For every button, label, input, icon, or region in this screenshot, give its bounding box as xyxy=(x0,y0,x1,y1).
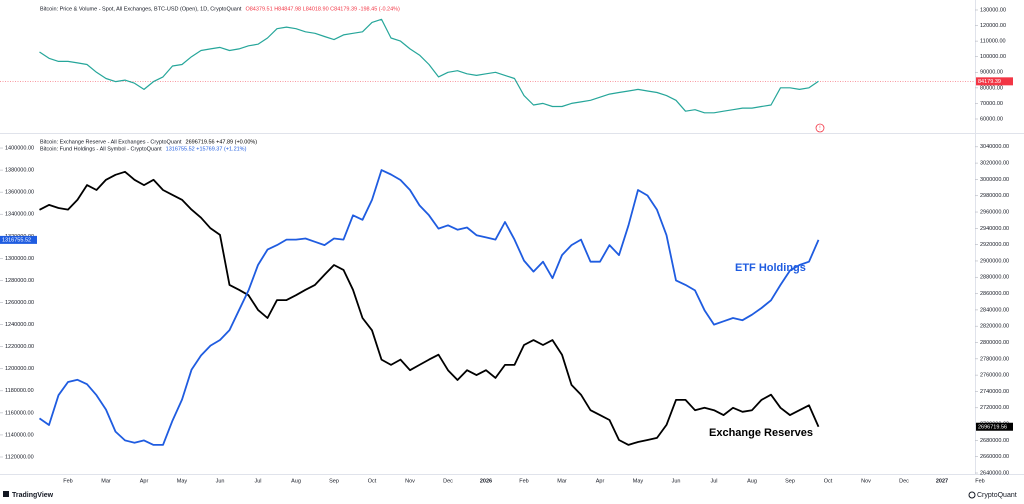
cryptoquant-logo xyxy=(968,491,976,499)
y-tick-label: 1260000.00 xyxy=(5,300,34,306)
annotation: Exchange Reserves xyxy=(709,427,813,439)
y-tick-label: 2880000.00 xyxy=(980,275,1009,281)
x-tick-label: Feb xyxy=(519,478,528,484)
x-tick-label: Nov xyxy=(405,478,415,484)
last-value-box xyxy=(976,77,1013,86)
last-value-label: 84179.39 xyxy=(978,79,1001,85)
y-tick-label: 1220000.00 xyxy=(5,344,34,350)
y-tick-label: 1200000.00 xyxy=(5,366,34,372)
series-line xyxy=(39,170,820,446)
last-value-box xyxy=(976,422,1013,431)
x-tick-label: Feb xyxy=(63,478,72,484)
x-tick-label: May xyxy=(633,478,644,484)
alert-icon[interactable] xyxy=(815,123,825,133)
y-tick-label: 2660000.00 xyxy=(980,454,1009,460)
last-value-label: 2696719.56 xyxy=(978,424,1007,430)
last-value-box xyxy=(0,235,37,244)
y-tick-label: 130000.00 xyxy=(980,7,1006,13)
last-value-label: 1316755.52 xyxy=(2,238,31,244)
y-tick-label: 3020000.00 xyxy=(980,161,1009,167)
footer-left: TradingView xyxy=(12,492,54,499)
y-tick-label: 2920000.00 xyxy=(980,242,1009,248)
x-tick-label: Sep xyxy=(785,478,795,484)
y-tick-label: 1280000.00 xyxy=(5,278,34,284)
footer-right: CryptoQuant xyxy=(977,492,1017,499)
y-tick-label: 2860000.00 xyxy=(980,291,1009,297)
y-tick-label: 1120000.00 xyxy=(5,454,34,460)
y-tick-label: 1380000.00 xyxy=(5,168,34,174)
x-tick-label: Dec xyxy=(443,478,453,484)
y-tick-label: 2740000.00 xyxy=(980,389,1009,395)
legend-value: 2696719.56 +47.89 (+0.00%) xyxy=(186,139,258,145)
legend-name: Bitcoin: Exchange Reserve - All Exchange… xyxy=(40,139,182,145)
y-tick-label: 2900000.00 xyxy=(980,258,1009,264)
ohlc-values: O84379.51 H84847.98 L84018.90 C84179.39 … xyxy=(245,6,400,12)
x-tick-label: Feb xyxy=(975,478,984,484)
y-tick-label: 2640000.00 xyxy=(980,470,1009,476)
x-tick-label: 2027 xyxy=(936,478,948,484)
y-tick-label: 70000.00 xyxy=(980,101,1003,107)
x-tick-label: Sep xyxy=(329,478,339,484)
y-tick-label: 80000.00 xyxy=(980,85,1003,91)
x-tick-label: Jun xyxy=(672,478,681,484)
x-tick-label: Apr xyxy=(596,478,605,484)
x-tick-label: Apr xyxy=(140,478,149,484)
y-tick-label: 2800000.00 xyxy=(980,340,1009,346)
y-tick-label: 1300000.00 xyxy=(5,256,34,262)
x-tick-label: Nov xyxy=(861,478,871,484)
x-tick-label: Mar xyxy=(557,478,567,484)
y-tick-label: 1340000.00 xyxy=(5,212,34,218)
legend-name: Bitcoin: Fund Holdings - All Symbol - Cr… xyxy=(40,146,162,152)
x-tick-label: Aug xyxy=(747,478,757,484)
y-tick-label: 2820000.00 xyxy=(980,324,1009,330)
y-tick-label: 1180000.00 xyxy=(5,388,34,394)
x-tick-label: Oct xyxy=(368,478,377,484)
x-tick-label: Jul xyxy=(710,478,717,484)
x-tick-label: May xyxy=(177,478,188,484)
legend-value: 1316755.52 +15769.37 (+1.21%) xyxy=(166,146,247,152)
annotation: ETF Holdings xyxy=(735,262,806,274)
y-tick-label: 1240000.00 xyxy=(5,322,34,328)
y-tick-label: 100000.00 xyxy=(980,54,1006,60)
y-tick-label: 2940000.00 xyxy=(980,226,1009,232)
x-tick-label: Jul xyxy=(254,478,261,484)
x-tick-label: 2026 xyxy=(480,478,492,484)
y-tick-label: 2780000.00 xyxy=(980,356,1009,362)
y-tick-label: 3000000.00 xyxy=(980,177,1009,183)
y-tick-label: 110000.00 xyxy=(980,39,1006,45)
y-tick-label: 2960000.00 xyxy=(980,209,1009,215)
y-tick-label: 1400000.00 xyxy=(5,145,34,151)
y-tick-label: 2840000.00 xyxy=(980,307,1009,313)
x-tick-label: Oct xyxy=(824,478,833,484)
y-tick-label: 90000.00 xyxy=(980,70,1003,76)
x-tick-label: Jun xyxy=(216,478,225,484)
y-tick-label: 1160000.00 xyxy=(5,410,34,416)
alert-icon-mark: ! xyxy=(819,126,820,132)
y-tick-label: 2680000.00 xyxy=(980,438,1009,444)
x-tick-label: Aug xyxy=(291,478,301,484)
y-tick-label: 2720000.00 xyxy=(980,405,1009,411)
price-line xyxy=(39,18,819,114)
series-line xyxy=(38,169,820,446)
x-tick-label: Dec xyxy=(899,478,909,484)
y-tick-label: 1140000.00 xyxy=(5,432,34,438)
price-header: Bitcoin: Price & Volume - Spot, All Exch… xyxy=(40,6,242,12)
x-tick-label: Mar xyxy=(101,478,111,484)
y-tick-label: 120000.00 xyxy=(980,23,1006,29)
y-tick-label: 2760000.00 xyxy=(980,373,1009,379)
y-tick-label: 1360000.00 xyxy=(5,190,34,196)
y-tick-label: 2980000.00 xyxy=(980,193,1009,199)
y-tick-label: 60000.00 xyxy=(980,116,1003,122)
tradingview-logo xyxy=(3,491,9,497)
y-tick-label: 3040000.00 xyxy=(980,144,1009,150)
